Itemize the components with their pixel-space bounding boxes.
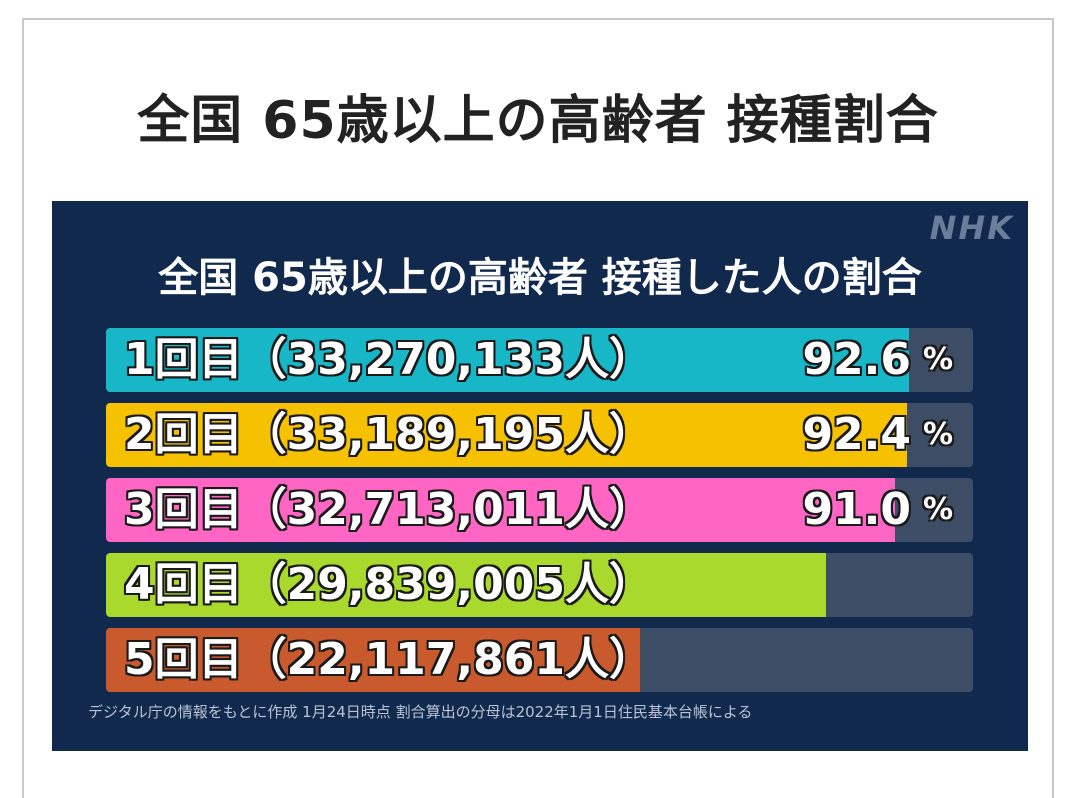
bar-track-2: 2回目（33,189,195人） 92.4% (106, 403, 973, 467)
bar-unit-1: % (922, 342, 953, 377)
bar-unit-2: % (922, 417, 953, 452)
nhk-logo: NHK (929, 209, 1014, 247)
bar-1 (106, 328, 909, 392)
bar-label-2: 2回目（33,189,195人） (124, 409, 653, 460)
bar-value-3: 91.0 (802, 484, 911, 535)
bar-unit-3: % (922, 492, 953, 527)
bar-label-3: 3回目（32,713,011人） (124, 484, 653, 535)
bar-4 (106, 553, 826, 617)
page-title: 全国 65歳以上の高齢者 接種割合 (137, 91, 939, 151)
bar-track-5: 5回目（22,117,861人） (106, 628, 973, 692)
bar-label-1: 1回目（33,270,133人） (124, 334, 653, 385)
chart-panel: NHK 全国 65歳以上の高齢者 接種した人の割合 1回目（33,270,133… (52, 201, 1028, 751)
chart-title: 全国 65歳以上の高齢者 接種した人の割合 (158, 255, 922, 301)
bar-chart: 1回目（33,270,133人） 92.6% 2回目（33,189,195人） 92.… (52, 201, 1028, 751)
bar-3 (106, 478, 895, 542)
bar-value-2: 92.4 (802, 409, 911, 460)
bar-track-4: 4回目（29,839,005人） (106, 553, 973, 617)
bar-label-4: 4回目（29,839,005人） (124, 559, 653, 610)
bar-track-3: 3回目（32,713,011人） 91.0% (106, 478, 973, 542)
bar-5 (106, 628, 640, 692)
source-footnote: デジタル庁の情報をもとに作成 1月24日時点 割合算出の分母は2022年1月1日… (88, 703, 753, 721)
bar-value-1: 92.6 (802, 334, 911, 385)
bar-2 (106, 403, 907, 467)
bar-track-1: 1回目（33,270,133人） 92.6% (106, 328, 973, 392)
bar-label-5: 5回目（22,117,861人） (124, 634, 653, 685)
